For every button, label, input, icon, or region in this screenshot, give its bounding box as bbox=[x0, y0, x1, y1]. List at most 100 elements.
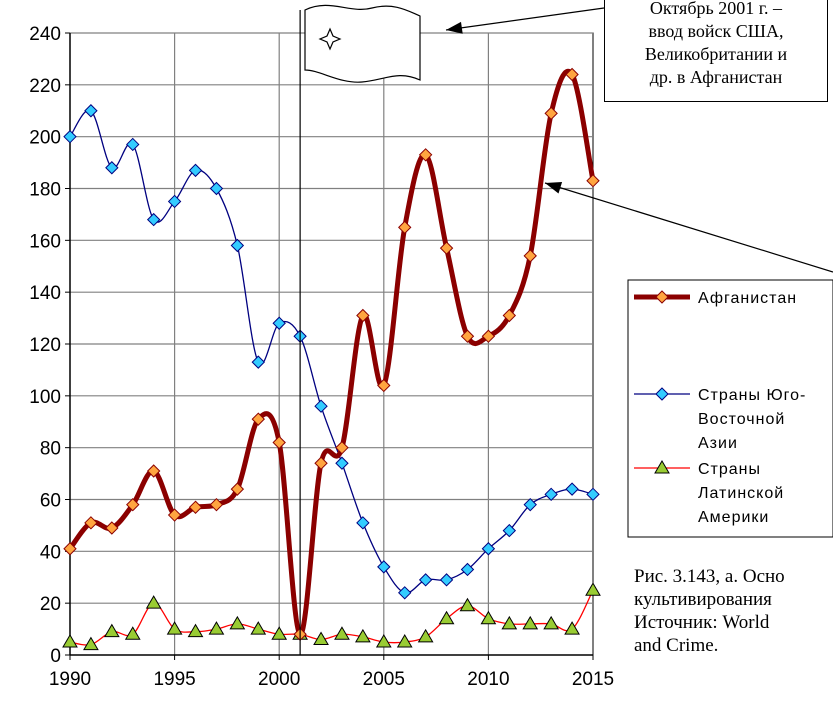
data-point bbox=[398, 586, 412, 600]
y-tick-label: 140 bbox=[29, 283, 61, 304]
arrow-head bbox=[446, 21, 463, 34]
data-point bbox=[229, 615, 246, 630]
data-point bbox=[481, 542, 496, 556]
data-point bbox=[585, 582, 601, 596]
data-point bbox=[314, 399, 328, 413]
annotation-callout-box: Октябрь 2001 г. – ввод войск США, Велико… bbox=[604, 0, 828, 102]
legend-swatch-marker bbox=[655, 387, 669, 401]
series-0 bbox=[63, 67, 600, 641]
data-point bbox=[480, 610, 497, 625]
y-tick-label: 220 bbox=[29, 76, 61, 97]
annotation-callout-text: Октябрь 2001 г. – ввод войск США, Велико… bbox=[644, 0, 788, 87]
data-point bbox=[187, 623, 204, 638]
x-tick-label: 2010 bbox=[467, 669, 509, 690]
data-point bbox=[375, 634, 392, 648]
data-point bbox=[439, 241, 454, 255]
compass-star-icon bbox=[318, 27, 342, 51]
data-point bbox=[502, 523, 517, 538]
data-point bbox=[335, 456, 349, 470]
flag-cloth bbox=[304, 4, 421, 83]
arrow-shaft bbox=[544, 182, 833, 273]
data-point bbox=[543, 615, 560, 630]
data-point bbox=[439, 573, 454, 587]
axes: 0 20 40 60 80 100 120 140 160 180 200 220 240 1990 199… bbox=[29, 24, 614, 690]
data-point bbox=[251, 355, 265, 369]
legend-label: Страны Юго- bbox=[698, 387, 806, 404]
data-point bbox=[460, 562, 475, 577]
annotation-arrows bbox=[445, 7, 833, 273]
y-tick-label: 20 bbox=[40, 594, 61, 615]
y-tick-label: 180 bbox=[29, 180, 61, 201]
data-point bbox=[126, 137, 140, 152]
data-point bbox=[188, 500, 203, 514]
data-point bbox=[523, 249, 537, 263]
data-point bbox=[565, 482, 579, 496]
series-layer bbox=[62, 67, 601, 651]
y-tick-label: 200 bbox=[29, 128, 61, 149]
data-point bbox=[208, 621, 225, 635]
data-point bbox=[523, 497, 537, 512]
y-tick-label: 40 bbox=[40, 542, 61, 563]
x-tick-label: 1995 bbox=[153, 669, 195, 690]
data-point bbox=[377, 560, 391, 574]
grid bbox=[69, 32, 594, 656]
data-point bbox=[124, 626, 141, 640]
y-tick-label: 240 bbox=[29, 24, 61, 45]
data-point bbox=[502, 308, 517, 323]
data-point bbox=[272, 316, 286, 330]
data-point bbox=[63, 129, 77, 144]
data-point bbox=[84, 104, 98, 118]
data-point bbox=[418, 573, 433, 587]
arrow-shaft bbox=[445, 7, 605, 31]
data-point bbox=[105, 521, 119, 535]
arrow-to-afghanistan bbox=[544, 182, 833, 273]
arrow-to-flag bbox=[445, 7, 605, 34]
y-tick-label: 160 bbox=[29, 231, 61, 252]
data-point bbox=[146, 212, 161, 227]
data-point bbox=[209, 181, 224, 196]
data-point bbox=[272, 435, 286, 450]
data-point bbox=[355, 628, 371, 643]
data-point bbox=[188, 163, 203, 178]
data-point bbox=[62, 634, 78, 648]
data-point bbox=[501, 615, 518, 630]
legend-label: Страны bbox=[698, 461, 761, 478]
data-point bbox=[418, 148, 433, 162]
data-point bbox=[544, 106, 558, 121]
data-point bbox=[63, 542, 77, 556]
data-point bbox=[251, 412, 265, 426]
data-point bbox=[84, 516, 98, 530]
data-point bbox=[377, 378, 391, 393]
data-point bbox=[167, 194, 182, 209]
legend-label: Восточной bbox=[698, 411, 785, 428]
legend-label: Афганистан bbox=[698, 290, 797, 307]
legend-label: Америки bbox=[698, 509, 769, 526]
legend-frame bbox=[627, 279, 833, 538]
data-point bbox=[460, 329, 475, 343]
data-point bbox=[313, 631, 329, 645]
data-point bbox=[105, 161, 119, 175]
flag-annotation bbox=[299, 4, 421, 655]
legend-swatch-marker bbox=[654, 460, 670, 474]
legend: Афганистан Страны Юго- Восточной Азии Страны… bbox=[627, 279, 833, 538]
data-point bbox=[586, 174, 600, 188]
data-point bbox=[167, 508, 182, 522]
data-point bbox=[230, 482, 245, 496]
data-point bbox=[438, 610, 455, 625]
data-point bbox=[314, 456, 328, 470]
data-point bbox=[417, 628, 434, 643]
data-point bbox=[166, 621, 183, 635]
y-tick-label: 120 bbox=[29, 335, 61, 356]
data-point bbox=[146, 464, 161, 478]
data-point bbox=[334, 626, 350, 640]
y-tick-label: 0 bbox=[50, 646, 61, 667]
data-point bbox=[145, 595, 162, 609]
legend-swatch-marker bbox=[655, 290, 669, 304]
data-point bbox=[356, 308, 370, 323]
data-point bbox=[335, 440, 349, 455]
data-point bbox=[586, 487, 600, 502]
data-point bbox=[544, 487, 558, 502]
data-point bbox=[126, 497, 140, 512]
